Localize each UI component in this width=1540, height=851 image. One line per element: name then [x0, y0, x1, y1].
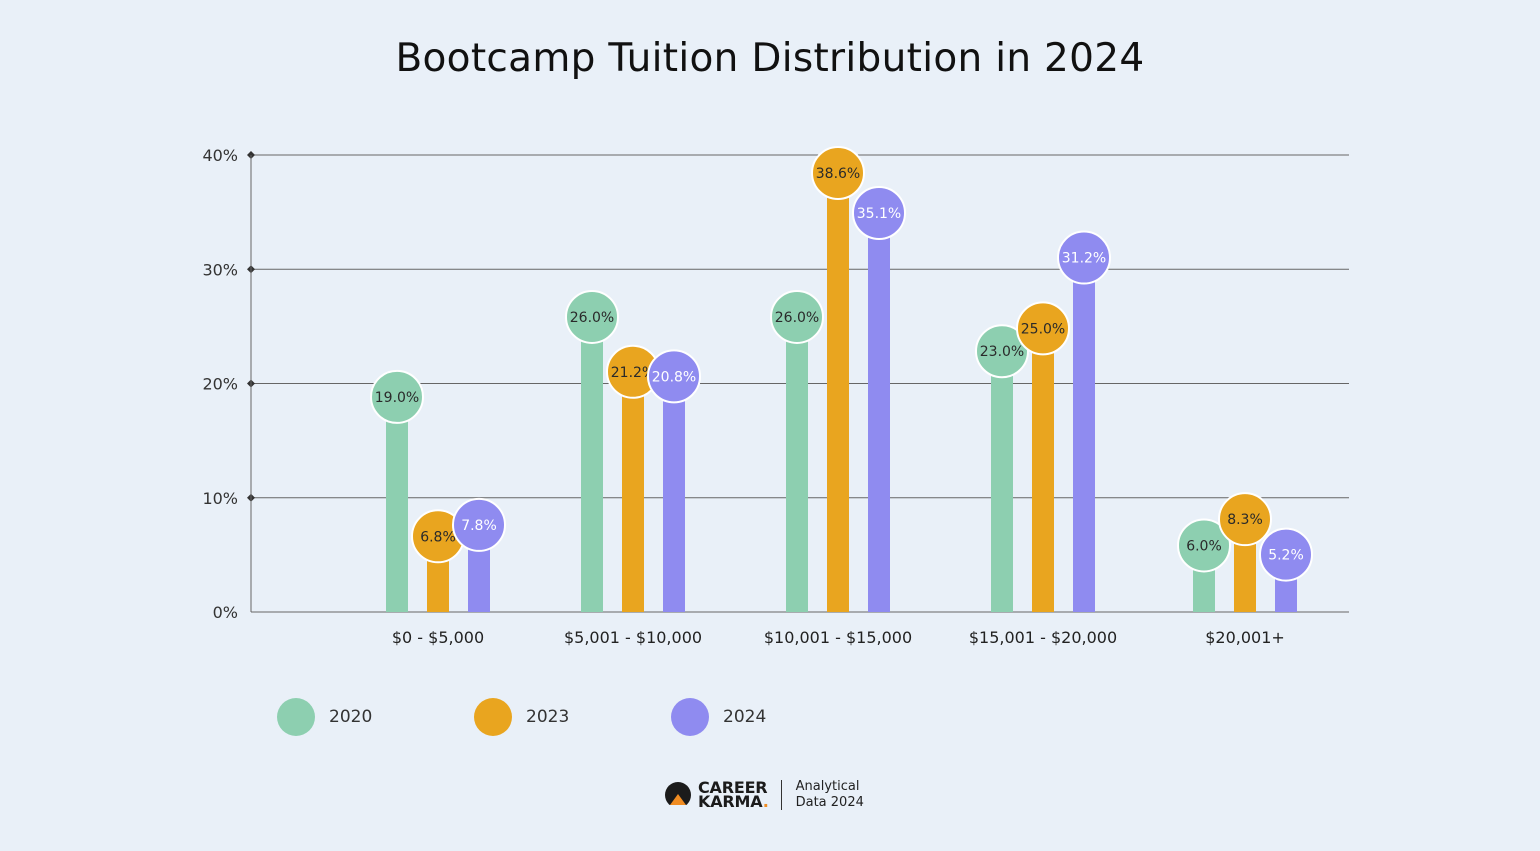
legend-label-2020: 2020 [329, 707, 373, 727]
chart-title: Bootcamp Tuition Distribution in 2024 [395, 36, 1145, 81]
y-tick-label: 10% [202, 489, 238, 508]
data-label-2023: 6.8% [420, 529, 456, 545]
data-label-2024: 5.2% [1268, 548, 1304, 564]
data-label-2024: 7.8% [461, 518, 497, 534]
x-tick-label: $10,001 - $15,000 [764, 628, 912, 647]
data-label-2020: 26.0% [570, 310, 614, 326]
data-label-2020: 6.0% [1186, 538, 1222, 554]
x-tick-label: $0 - $5,000 [392, 628, 484, 647]
bar-2023 [622, 369, 644, 612]
footer-branding: CAREER KARMA. Analytical Data 2024 [664, 778, 876, 812]
bar-2020 [386, 394, 408, 612]
footer-note-line-1: Analytical [795, 779, 860, 794]
data-point-2023 [1218, 492, 1272, 547]
x-tick-label: $15,001 - $20,000 [969, 628, 1117, 647]
data-label-2024: 31.2% [1062, 251, 1106, 267]
legend-item-2023: 2023 [474, 697, 569, 737]
legend-swatch-2020 [277, 698, 315, 736]
x-tick-label: $5,001 - $10,000 [564, 628, 702, 647]
career-karma-logo-icon [664, 782, 692, 809]
bar-2024 [1073, 255, 1095, 613]
brand-wordmark: CAREER KARMA. [698, 778, 769, 811]
legend-label-2023: 2023 [526, 707, 570, 727]
data-point-2020 [770, 289, 824, 344]
bar-2020 [786, 314, 808, 612]
legend-item-2020: 2020 [277, 697, 372, 737]
data-point-2024 [1259, 527, 1313, 582]
bar-2024 [663, 374, 685, 612]
y-tick-label: 20% [202, 375, 238, 394]
x-tick-label: $20,001+ [1205, 628, 1285, 647]
data-label-2024: 35.1% [857, 206, 901, 222]
brand-line-2: KARMA [698, 792, 763, 811]
brand-dot: . [762, 792, 769, 811]
brand-line-1: CAREER [698, 778, 768, 797]
bar-2020 [991, 349, 1013, 612]
data-point-2024 [647, 349, 701, 404]
data-label-2023: 21.2% [611, 365, 655, 381]
y-tick-label: 30% [202, 260, 238, 279]
footer-divider [780, 780, 782, 810]
data-point-2024 [452, 497, 506, 552]
data-label-2020: 23.0% [980, 344, 1024, 360]
bar-chart: 0% 10% 20% 30% 40% $0 - $5,000 $5,001 - $10,00… [202, 145, 1349, 647]
y-tick-label: 0% [213, 603, 238, 622]
bar-2023 [827, 170, 849, 612]
data-label-2024: 20.8% [652, 369, 696, 385]
data-label-2020: 26.0% [775, 310, 819, 326]
bar-2020 [581, 314, 603, 612]
legend-label-2024: 2024 [723, 707, 767, 727]
y-tick-label: 40% [202, 146, 238, 165]
bar-2023 [1032, 326, 1054, 612]
bar-2024 [868, 210, 890, 613]
data-point-2023 [811, 145, 865, 200]
data-point-2023 [1016, 301, 1070, 356]
footer-note: Analytical Data 2024 [796, 779, 876, 811]
legend-swatch-2023 [474, 698, 512, 736]
data-label-2023: 38.6% [816, 166, 860, 182]
data-point-2020 [565, 289, 619, 344]
data-point-2020 [370, 369, 424, 424]
data-point-2024 [1057, 230, 1111, 285]
data-point-2020 [1177, 518, 1231, 573]
data-point-2024 [852, 185, 906, 240]
legend-swatch-2024 [671, 698, 709, 736]
footer-note-line-2: Data 2024 [795, 795, 864, 810]
data-point-2020 [975, 324, 1029, 379]
data-label-2023: 25.0% [1021, 321, 1065, 337]
data-label-2023: 8.3% [1227, 512, 1263, 528]
legend-item-2024: 2024 [671, 697, 766, 737]
data-label-2020: 19.0% [375, 390, 419, 406]
